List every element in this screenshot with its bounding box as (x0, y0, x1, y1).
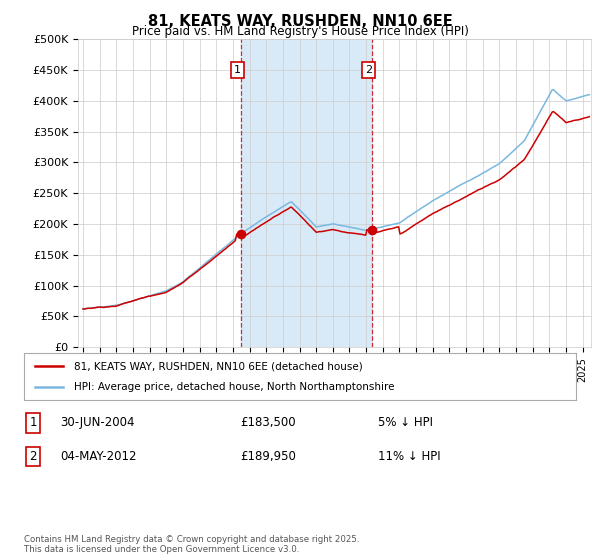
Text: 5% ↓ HPI: 5% ↓ HPI (378, 416, 433, 430)
Text: HPI: Average price, detached house, North Northamptonshire: HPI: Average price, detached house, Nort… (74, 382, 394, 392)
Text: 30-JUN-2004: 30-JUN-2004 (60, 416, 134, 430)
Text: 81, KEATS WAY, RUSHDEN, NN10 6EE: 81, KEATS WAY, RUSHDEN, NN10 6EE (148, 14, 452, 29)
Text: 2: 2 (365, 65, 372, 75)
Text: 2: 2 (29, 450, 37, 463)
Text: 81, KEATS WAY, RUSHDEN, NN10 6EE (detached house): 81, KEATS WAY, RUSHDEN, NN10 6EE (detach… (74, 361, 362, 371)
Text: 11% ↓ HPI: 11% ↓ HPI (378, 450, 440, 463)
Text: Price paid vs. HM Land Registry's House Price Index (HPI): Price paid vs. HM Land Registry's House … (131, 25, 469, 38)
Text: 1: 1 (29, 416, 37, 430)
Text: 04-MAY-2012: 04-MAY-2012 (60, 450, 137, 463)
Text: £183,500: £183,500 (240, 416, 296, 430)
Text: Contains HM Land Registry data © Crown copyright and database right 2025.
This d: Contains HM Land Registry data © Crown c… (24, 535, 359, 554)
Text: £189,950: £189,950 (240, 450, 296, 463)
Text: 1: 1 (234, 65, 241, 75)
Bar (241, 39, 372, 347)
